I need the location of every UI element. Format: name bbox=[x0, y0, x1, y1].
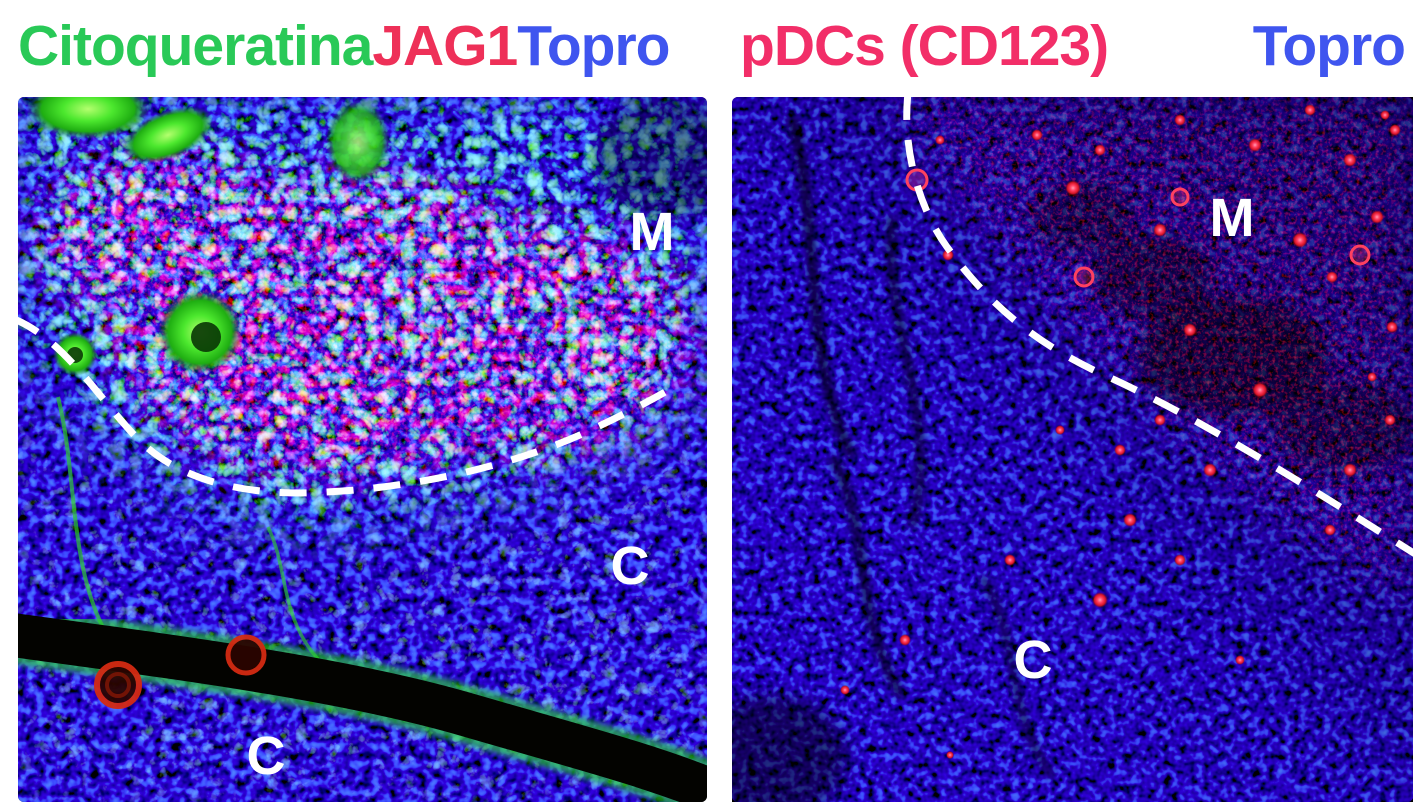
hassall-corpuscles bbox=[26, 97, 390, 661]
cd123-red-speckles bbox=[732, 97, 1413, 802]
left-panel-stain-header: CitoqueratinaJAG1Topro bbox=[18, 12, 671, 92]
region-label-cortex: C bbox=[246, 726, 286, 786]
right-micrograph-texture bbox=[732, 97, 1413, 802]
blood-vessel-ring bbox=[225, 634, 267, 676]
stain-label-topro-left: Topro bbox=[517, 14, 670, 78]
region-label-cortex: C bbox=[1013, 630, 1053, 690]
region-label-medulla: M bbox=[1209, 188, 1255, 248]
stain-label-pdcs-cd123: pDCs (CD123) bbox=[740, 14, 1109, 78]
right-micrograph bbox=[732, 97, 1413, 802]
left-micrograph bbox=[18, 97, 707, 802]
corticomedullary-boundary-dashed-line bbox=[903, 97, 1413, 557]
pdc-cells bbox=[840, 104, 1401, 759]
stain-label-citoqueratina: Citoqueratina bbox=[18, 14, 373, 78]
left-micrograph-panel: M C C bbox=[18, 97, 707, 802]
region-label-cortex: C bbox=[610, 536, 650, 596]
stain-label-topro-right: Topro bbox=[1252, 14, 1406, 78]
pdc-ring-cells bbox=[905, 168, 1371, 288]
septum-band bbox=[18, 606, 707, 802]
corticomedullary-boundary-dashed-line bbox=[18, 317, 682, 497]
stain-label-jag1: JAG1 bbox=[372, 14, 518, 78]
blood-vessel-ring bbox=[94, 661, 142, 709]
region-label-medulla: M bbox=[629, 202, 675, 262]
right-micrograph-panel: M C bbox=[732, 97, 1413, 802]
